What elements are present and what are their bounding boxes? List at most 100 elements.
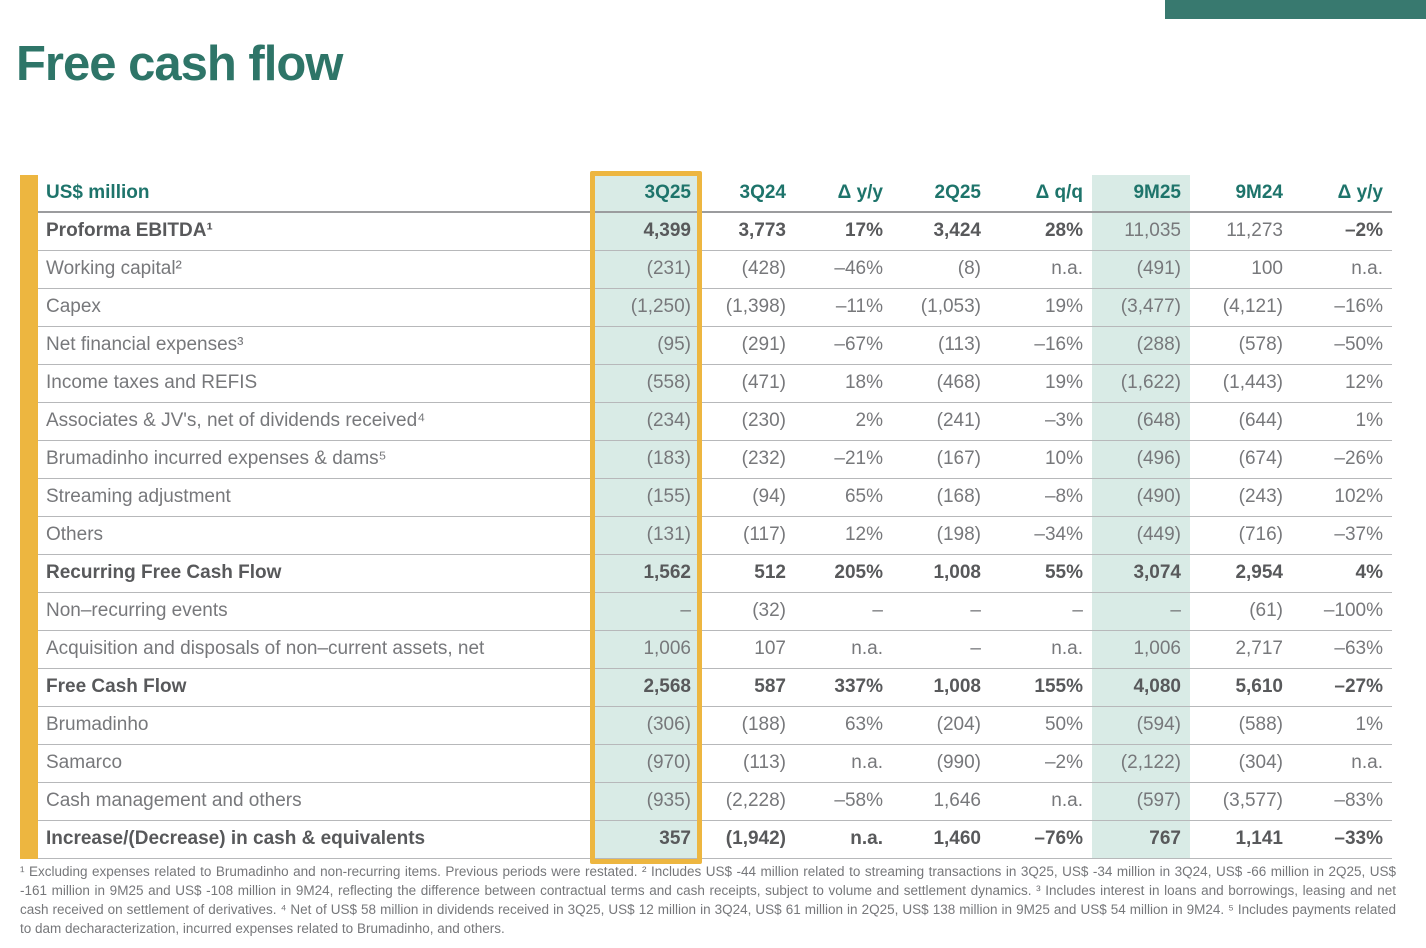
value-cell-9m24: (4,121) bbox=[1190, 288, 1292, 327]
table-body: Proforma EBITDA¹ 4,399 3,773 17% 3,424 28% 11,… bbox=[38, 212, 1392, 859]
value-cell-q-q: – bbox=[990, 592, 1092, 631]
column-header-y-y: Δ y/y bbox=[795, 175, 892, 213]
value-cell-2q25: – bbox=[892, 592, 990, 631]
value-cell-9m25: 3,074 bbox=[1092, 554, 1190, 593]
value-cell-9m24: (61) bbox=[1190, 592, 1292, 631]
value-cell-9m24: (674) bbox=[1190, 440, 1292, 479]
value-cell-9m25: (3,477) bbox=[1092, 288, 1190, 327]
value-cell-2q25: (198) bbox=[892, 516, 990, 555]
value-cell-3q25: (306) bbox=[592, 706, 700, 745]
value-cell-9m25: (594) bbox=[1092, 706, 1190, 745]
value-cell-3q25: (131) bbox=[592, 516, 700, 555]
table-row: Working capital² (231) (428) –46% (8) n.a. (49… bbox=[38, 250, 1392, 289]
value-cell-q-q: 50% bbox=[990, 706, 1092, 745]
value-cell-3q24: (32) bbox=[700, 592, 795, 631]
value-cell-y-y: 63% bbox=[795, 706, 892, 745]
value-cell-3q25: (935) bbox=[592, 782, 700, 821]
value-cell-3q24: (230) bbox=[700, 402, 795, 441]
value-cell-y-y: –100% bbox=[1292, 592, 1392, 631]
value-cell-q-q: 19% bbox=[990, 288, 1092, 327]
value-cell-q-q: 155% bbox=[990, 668, 1092, 707]
value-cell-3q25: (155) bbox=[592, 478, 700, 517]
row-label-associates-jv-s-net-of-dividends-receive: Associates & JV's, net of dividends rece… bbox=[38, 402, 592, 441]
value-cell-2q25: – bbox=[892, 630, 990, 669]
value-cell-3q24: (117) bbox=[700, 516, 795, 555]
value-cell-q-q: 19% bbox=[990, 364, 1092, 403]
value-cell-q-q: n.a. bbox=[990, 782, 1092, 821]
value-cell-3q24: 587 bbox=[700, 668, 795, 707]
value-cell-9m24: (304) bbox=[1190, 744, 1292, 783]
value-cell-9m24: (243) bbox=[1190, 478, 1292, 517]
row-label-free-cash-flow: Free Cash Flow bbox=[38, 668, 592, 707]
value-cell-3q25: 1,006 bbox=[592, 630, 700, 669]
value-cell-3q25: – bbox=[592, 592, 700, 631]
value-cell-9m25: 1,006 bbox=[1092, 630, 1190, 669]
table-row: Brumadinho incurred expenses & dams⁵ (183… bbox=[38, 440, 1392, 479]
value-cell-3q25: (970) bbox=[592, 744, 700, 783]
value-cell-y-y: –27% bbox=[1292, 668, 1392, 707]
value-cell-9m25: (2,122) bbox=[1092, 744, 1190, 783]
row-label-streaming-adjustment: Streaming adjustment bbox=[38, 478, 592, 517]
value-cell-y-y: –16% bbox=[1292, 288, 1392, 327]
value-cell-q-q: –16% bbox=[990, 326, 1092, 365]
value-cell-y-y: –11% bbox=[795, 288, 892, 327]
table-row: Others (131) (117) 12% (198) –34% (449) (716) –3… bbox=[38, 516, 1392, 555]
value-cell-9m25: (1,622) bbox=[1092, 364, 1190, 403]
value-cell-9m24: 11,273 bbox=[1190, 212, 1292, 251]
value-cell-q-q: –76% bbox=[990, 820, 1092, 859]
value-cell-9m24: 1,141 bbox=[1190, 820, 1292, 859]
value-cell-q-q: –2% bbox=[990, 744, 1092, 783]
table-header-row: US$ million 3Q25 3Q24 Δ y/y 2Q25 Δ q/q 9M25 9M… bbox=[38, 175, 1392, 213]
value-cell-q-q: 55% bbox=[990, 554, 1092, 593]
value-cell-y-y: –50% bbox=[1292, 326, 1392, 365]
left-accent-bar bbox=[20, 175, 38, 859]
value-cell-3q25: 1,562 bbox=[592, 554, 700, 593]
value-cell-y-y: 65% bbox=[795, 478, 892, 517]
value-cell-y-y: n.a. bbox=[795, 744, 892, 783]
value-cell-y-y: –67% bbox=[795, 326, 892, 365]
value-cell-9m25: (449) bbox=[1092, 516, 1190, 555]
column-header-2q25: 2Q25 bbox=[892, 175, 990, 213]
value-cell-9m24: (3,577) bbox=[1190, 782, 1292, 821]
value-cell-y-y: 12% bbox=[795, 516, 892, 555]
value-cell-q-q: n.a. bbox=[990, 630, 1092, 669]
row-label-brumadinho: Brumadinho bbox=[38, 706, 592, 745]
value-cell-q-q: –3% bbox=[990, 402, 1092, 441]
row-label-others: Others bbox=[38, 516, 592, 555]
value-cell-3q25: (558) bbox=[592, 364, 700, 403]
unit-label: US$ million bbox=[38, 175, 592, 213]
value-cell-2q25: (8) bbox=[892, 250, 990, 289]
table-row: Proforma EBITDA¹ 4,399 3,773 17% 3,424 28% 11,… bbox=[38, 212, 1392, 251]
table-row: Associates & JV's, net of dividends rece… bbox=[38, 402, 1392, 441]
value-cell-9m25: 767 bbox=[1092, 820, 1190, 859]
value-cell-y-y: n.a. bbox=[795, 630, 892, 669]
value-cell-3q24: (1,398) bbox=[700, 288, 795, 327]
value-cell-3q25: (231) bbox=[592, 250, 700, 289]
table-row: Acquisition and disposals of non–current… bbox=[38, 630, 1392, 669]
value-cell-q-q: 10% bbox=[990, 440, 1092, 479]
table-row: Income taxes and REFIS (558) (471) 18% (468)… bbox=[38, 364, 1392, 403]
value-cell-9m25: 11,035 bbox=[1092, 212, 1190, 251]
value-cell-9m24: 5,610 bbox=[1190, 668, 1292, 707]
value-cell-3q24: 107 bbox=[700, 630, 795, 669]
value-cell-9m25: – bbox=[1092, 592, 1190, 631]
row-label-acquisition-and-disposals-of-non-current: Acquisition and disposals of non–current… bbox=[38, 630, 592, 669]
value-cell-y-y: 1% bbox=[1292, 706, 1392, 745]
column-header-3q25: 3Q25 bbox=[592, 175, 700, 213]
table-row: Non–recurring events – (32) – – – – (61) –100% bbox=[38, 592, 1392, 631]
value-cell-3q24: 3,773 bbox=[700, 212, 795, 251]
row-label-proforma-ebitda: Proforma EBITDA¹ bbox=[38, 212, 592, 251]
column-header-y-y: Δ y/y bbox=[1292, 175, 1392, 213]
row-label-increase-decrease-in-cash-equivalents: Increase/(Decrease) in cash & equivalent… bbox=[38, 820, 592, 859]
value-cell-9m24: (716) bbox=[1190, 516, 1292, 555]
value-cell-9m24: 2,717 bbox=[1190, 630, 1292, 669]
value-cell-y-y: n.a. bbox=[795, 820, 892, 859]
value-cell-2q25: (168) bbox=[892, 478, 990, 517]
value-cell-3q24: (471) bbox=[700, 364, 795, 403]
value-cell-2q25: (1,053) bbox=[892, 288, 990, 327]
value-cell-3q25: 357 bbox=[592, 820, 700, 859]
value-cell-9m25: 4,080 bbox=[1092, 668, 1190, 707]
column-header-9m24: 9M24 bbox=[1190, 175, 1292, 213]
value-cell-9m25: (491) bbox=[1092, 250, 1190, 289]
